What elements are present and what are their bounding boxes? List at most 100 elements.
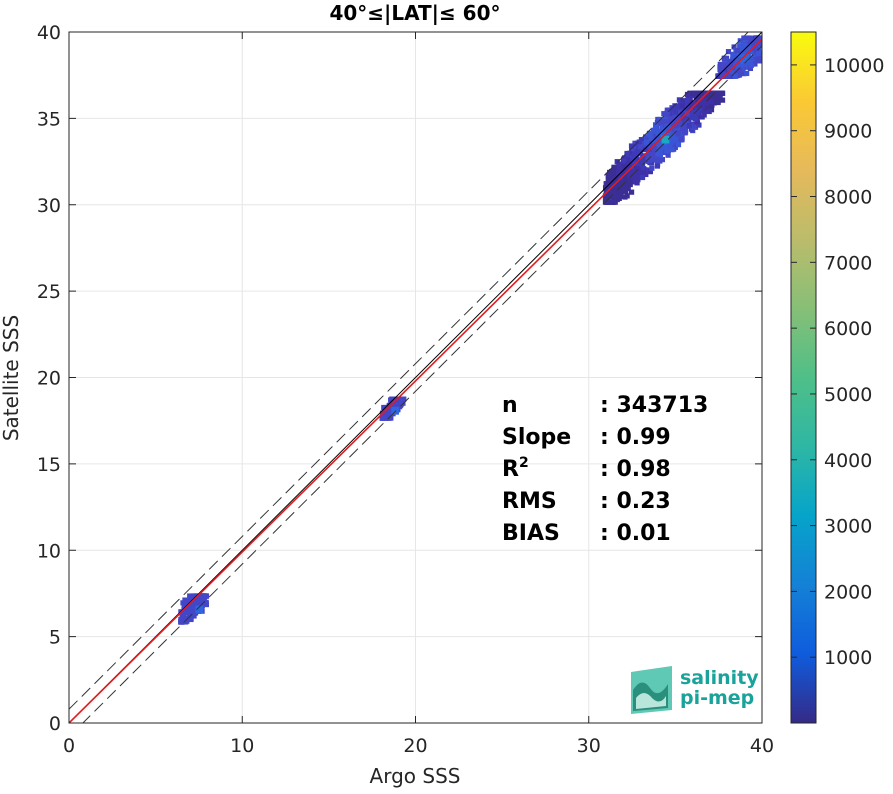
density-cell: [664, 148, 670, 154]
colorbar-tick-label: 3000: [824, 516, 872, 538]
density-cell: [636, 139, 642, 145]
stat-value: : 0.23: [600, 489, 671, 514]
x-tick-label: 0: [63, 735, 75, 757]
density-cell: [655, 151, 661, 157]
density-cell: [662, 118, 668, 125]
density-cell: [666, 129, 672, 135]
density-cell: [725, 49, 732, 55]
density-cell: [634, 164, 640, 170]
density-cell: [740, 60, 746, 66]
density-cell: [609, 199, 615, 205]
density-cell: [386, 402, 392, 408]
density-cell: [688, 103, 694, 109]
density-cell: [648, 135, 654, 141]
density-cell: [649, 165, 655, 171]
density-cell: [637, 147, 643, 153]
lower-bound-line: [82, 45, 762, 723]
density-cell: [658, 142, 664, 148]
density-cell: [659, 127, 665, 133]
x-tick-label: 20: [403, 735, 427, 757]
density-cell: [755, 50, 762, 57]
density-cell: [673, 109, 679, 115]
density-cell: [667, 115, 674, 121]
density-cell: [627, 150, 633, 156]
density-cell: [612, 190, 618, 196]
x-tick-label: 10: [230, 735, 254, 757]
density-cell: [651, 146, 657, 152]
density-cell: [199, 599, 205, 605]
density-cell: [639, 174, 646, 181]
density-cell: [611, 164, 617, 170]
density-cell: [616, 187, 622, 193]
density-cell: [731, 44, 737, 50]
density-cell: [195, 598, 201, 604]
density-cell: [653, 157, 660, 163]
density-cell: [667, 110, 673, 117]
density-cell: [612, 183, 618, 189]
density-cell: [181, 610, 187, 616]
density-cell: [186, 605, 192, 611]
density-cell: [654, 163, 661, 169]
x-tick-label: 40: [750, 735, 774, 757]
density-cell: [671, 137, 677, 143]
density-cell: [659, 119, 665, 125]
density-cell: [716, 90, 723, 96]
density-cell: [738, 44, 745, 51]
density-cell: [626, 162, 632, 169]
density-cell: [614, 196, 620, 202]
density-cell: [400, 396, 406, 402]
density-cell: [192, 608, 198, 614]
reference-lines: [69, 32, 762, 723]
density-peak-cell: [661, 135, 670, 144]
density-cell: [656, 156, 663, 162]
density-cell: [753, 39, 759, 45]
density-cell: [199, 602, 205, 609]
density-cell: [684, 97, 691, 103]
density-cell: [178, 617, 184, 623]
density-cell: [679, 103, 685, 109]
density-cell: [642, 146, 648, 153]
density-cell: [719, 97, 726, 103]
density-cell: [668, 123, 674, 129]
density-cell: [756, 35, 762, 41]
density-cell: [690, 111, 696, 117]
salinity-pimep-logo: salinity pi-mep: [631, 666, 759, 714]
density-cell: [614, 159, 620, 165]
density-cell: [740, 71, 747, 77]
density-cell: [687, 98, 693, 104]
stat-label: n: [502, 393, 518, 418]
y-tick-label: 15: [37, 454, 61, 476]
colorbar-tick-label: 7000: [824, 252, 872, 274]
density-cell: [605, 192, 611, 198]
density-cell: [734, 58, 741, 64]
density-cell: [678, 137, 684, 143]
density-cell: [672, 144, 678, 150]
stat-value: : 0.01: [600, 521, 671, 546]
density-cell: [673, 118, 679, 124]
density-cell: [615, 179, 622, 185]
density-cell: [696, 122, 702, 128]
colorbar-tick-label: 8000: [824, 187, 872, 209]
density-cell: [627, 178, 633, 184]
density-cell: [631, 169, 637, 175]
density-cell: [642, 142, 648, 149]
density-cell: [716, 73, 722, 79]
density-cell: [191, 601, 197, 607]
density-cell: [680, 125, 686, 131]
density-cell: [674, 127, 680, 133]
density-cell: [203, 601, 209, 607]
density-cell: [664, 107, 670, 113]
density-cell: [676, 106, 682, 112]
density-cell: [665, 152, 671, 158]
axis-ticks: 0 10 20 30 40 0 5 10 15 20 25 30 35 40: [37, 22, 774, 757]
density-cell: [745, 45, 751, 51]
density-cell: [634, 180, 640, 186]
density-cell: [631, 164, 637, 170]
density-cell: [734, 47, 740, 54]
y-tick-label: 35: [37, 108, 61, 130]
density-cell: [670, 121, 677, 127]
density-cell: [742, 42, 748, 49]
density-cell: [616, 161, 623, 167]
density-cell: [618, 174, 624, 180]
